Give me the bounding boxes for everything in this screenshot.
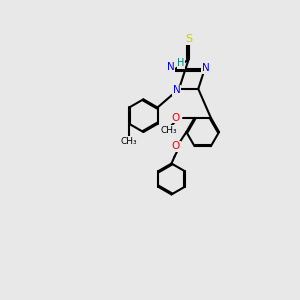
Text: N: N [173, 85, 181, 95]
Text: CH₃: CH₃ [161, 126, 178, 135]
Text: N: N [167, 62, 175, 72]
Text: S: S [185, 34, 192, 44]
Text: O: O [172, 141, 180, 151]
Text: H: H [177, 58, 185, 68]
Text: N: N [202, 63, 209, 73]
Text: CH₃: CH₃ [121, 136, 137, 146]
Text: O: O [171, 113, 179, 123]
